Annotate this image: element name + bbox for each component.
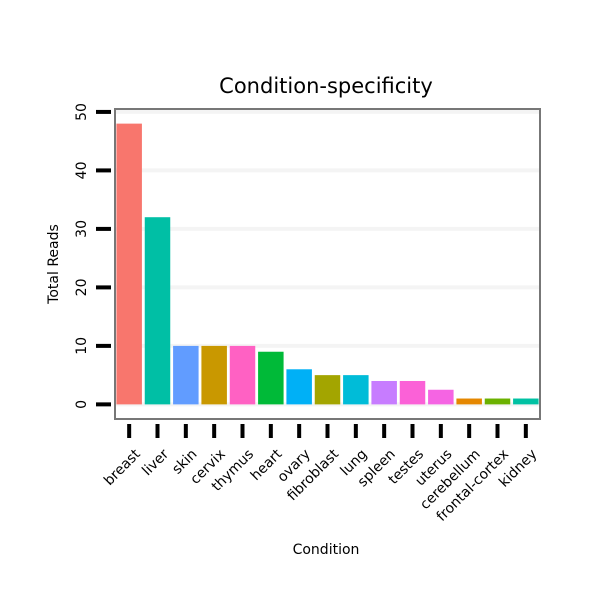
bar-cerebellum [456, 398, 482, 405]
x-axis: breastliverskincervixthymusheartovaryfib… [101, 424, 540, 525]
bar-breast [116, 123, 142, 405]
bar-kidney [513, 398, 539, 405]
y-tick-label: 0 [74, 400, 90, 409]
x-tick-label-breast: breast [101, 446, 144, 489]
bar-uterus [428, 389, 454, 405]
bar-lung [343, 375, 369, 405]
bars [116, 123, 539, 405]
bar-fibroblast [314, 375, 341, 405]
bar-liver [144, 217, 171, 405]
y-axis: 0 10 20 30 40 50 [74, 103, 111, 409]
x-axis-label: Condition [293, 542, 360, 558]
bar-testes [399, 380, 426, 405]
bar-skin [173, 345, 199, 405]
y-tick-label: 10 [74, 337, 90, 355]
bar-cervix [201, 345, 227, 405]
bar-thymus [229, 345, 256, 405]
bar-ovary [286, 369, 312, 405]
bar-frontal-cortex [484, 398, 511, 405]
bar-spleen [371, 380, 397, 405]
chart-title: Condition-specificity [219, 74, 433, 98]
y-tick-label: 50 [74, 103, 90, 121]
plot-panel [114, 108, 541, 420]
y-tick-label: 20 [74, 278, 90, 296]
x-tick-label-liver: liver [139, 446, 172, 479]
y-axis-label: Total Reads [46, 224, 62, 305]
y-tick-label: 30 [74, 220, 90, 238]
y-tick-label: 40 [74, 162, 90, 180]
bar-heart [258, 351, 284, 405]
